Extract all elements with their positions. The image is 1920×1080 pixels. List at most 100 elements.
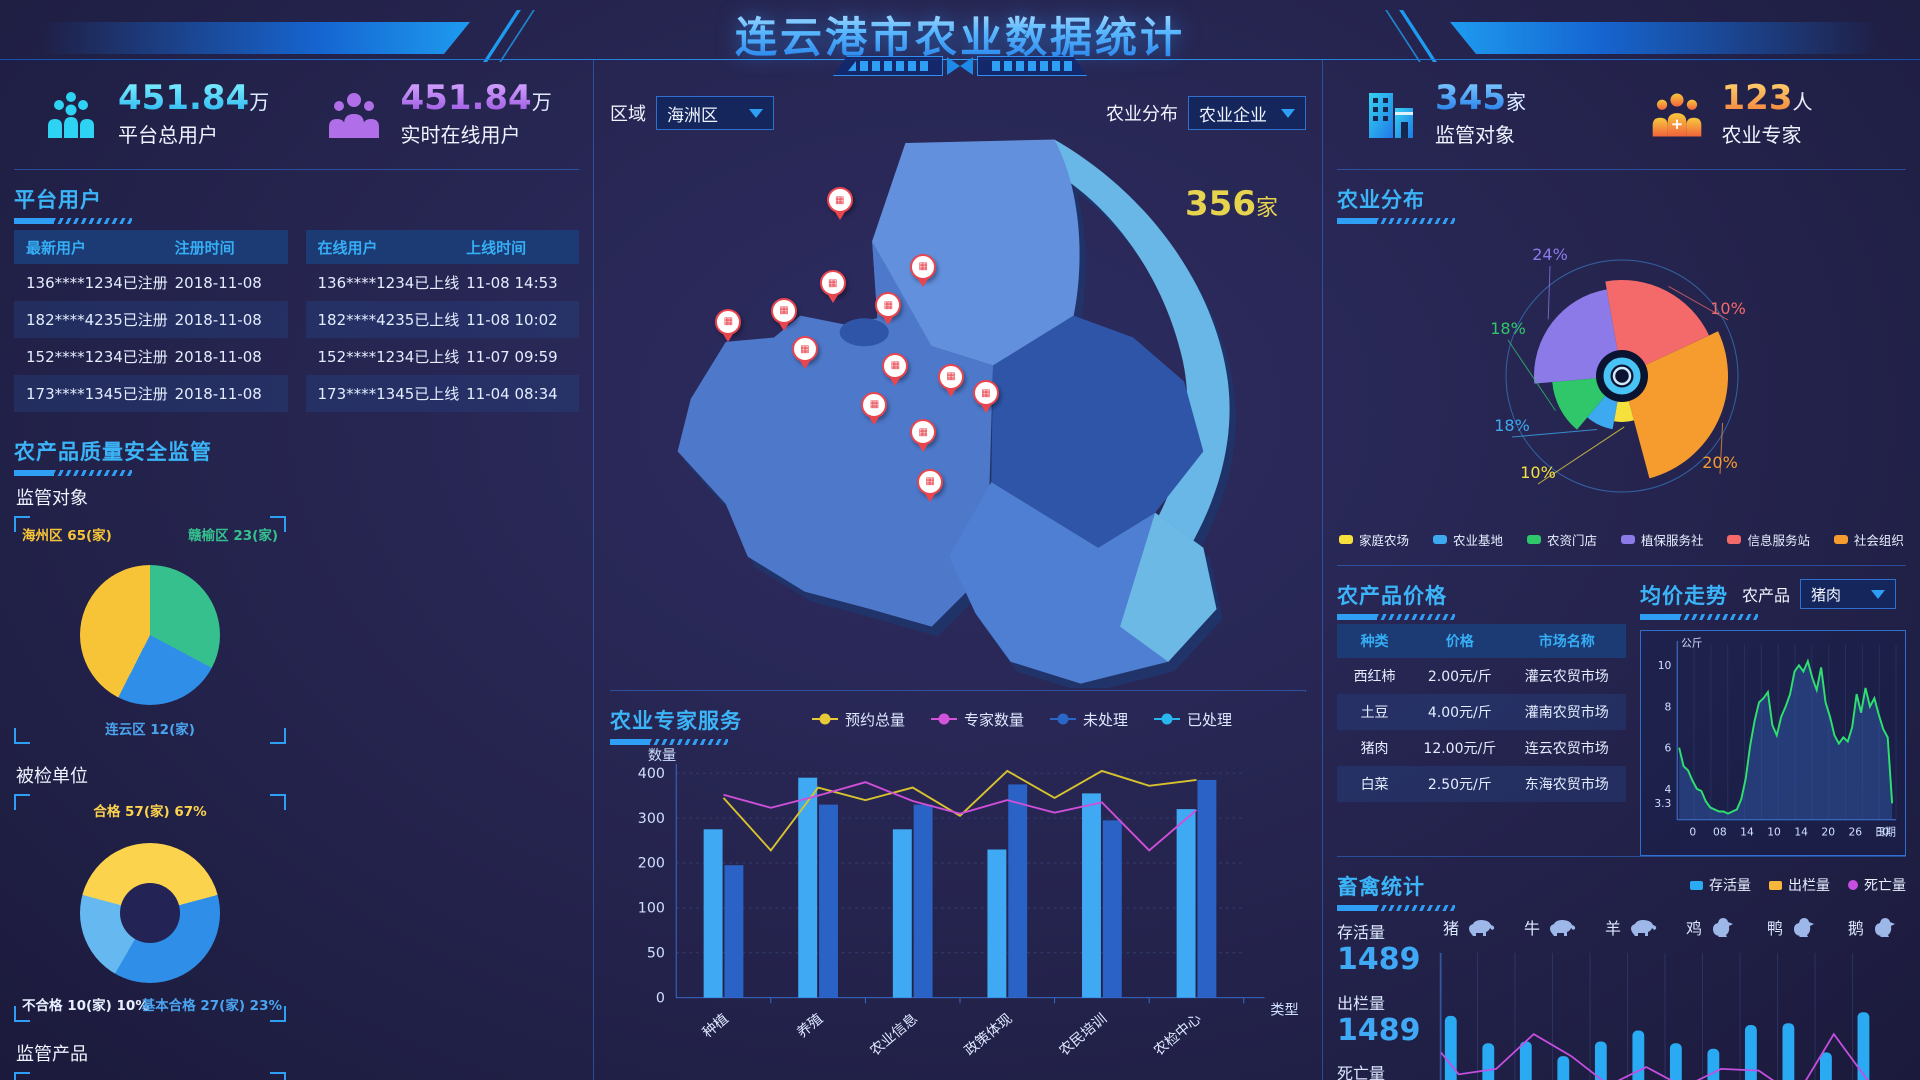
distribution-select[interactable]: 农业企业 [1188, 96, 1306, 130]
emblem-bar [1016, 61, 1024, 71]
section-title-platform-users: 平台用户 [14, 170, 132, 226]
product-label: 农产品 [1742, 586, 1791, 605]
chart-subtitle: 被检单位 [16, 766, 88, 787]
legend-item[interactable]: 农资门店 [1526, 530, 1597, 549]
corner-bracket [270, 794, 286, 810]
table-row: 152****1234已注册 2018-11-08 [26, 347, 262, 367]
legend-item[interactable]: 预约总量 [812, 709, 905, 730]
table-row: 182****4235已上线 11-08 10:02 [305, 301, 579, 338]
header-emblem [833, 56, 1087, 76]
mammal-icon [1630, 920, 1657, 936]
svg-text:4: 4 [1665, 783, 1672, 796]
distribution-filter: 农业分布 农业企业 [1106, 96, 1306, 130]
map-pin-icon[interactable]: ▦ [917, 468, 944, 495]
section-title-livestock: 畜禽统计 [1337, 857, 1455, 913]
animal-tab-鹅[interactable]: 鹅 [1848, 915, 1900, 939]
svg-text:农检中心: 农检中心 [1151, 1011, 1205, 1059]
table-row: 173****1345已注册 2018-11-08 [14, 375, 288, 412]
legend-item[interactable]: 存活量 [1690, 875, 1751, 895]
table-header: 价格 [1445, 634, 1474, 650]
right-column: 345家 监管对象 [1322, 60, 1920, 1080]
emblem-bar [1004, 61, 1012, 71]
stat-experts: 123人 农业专家 [1622, 81, 1907, 148]
animal-tab-牛[interactable]: 牛 [1524, 915, 1576, 939]
experts-icon [1652, 92, 1701, 137]
stat-label: 监管对象 [1435, 123, 1515, 147]
stat-unit: 万 [249, 90, 270, 114]
legend-item[interactable]: 植保服务社 [1620, 530, 1703, 549]
region-filter: 区域 海洲区 [610, 96, 774, 130]
legend-item[interactable]: 出栏量 [1769, 875, 1830, 895]
map-pin-icon[interactable]: ▦ [910, 253, 937, 280]
product-select[interactable]: 猪肉 [1800, 579, 1897, 609]
stat-value: 451.84 [400, 78, 532, 118]
pie-callout: 合格 57(家) 67% [93, 804, 207, 820]
map-pin-icon[interactable]: ▦ [875, 292, 902, 319]
emblem-bar [1064, 61, 1072, 71]
map-pin-icon[interactable]: ▦ [819, 270, 846, 297]
map-pin-icon[interactable]: ▦ [910, 419, 937, 446]
emblem-center [947, 57, 973, 75]
emblem-bar [896, 61, 904, 71]
emblem-bar [872, 61, 880, 71]
donut-chart [80, 842, 220, 983]
quality-chart: 被检单位 合格 57(家) 67% 不合格 10(家) 10% 基本合格 27(家) … [14, 758, 286, 1022]
legend-item[interactable]: 社会组织 [1833, 530, 1904, 549]
corner-bracket [270, 728, 286, 744]
pie-callout: 基本合格 27(家) 23% [141, 998, 282, 1014]
svg-text:3.3: 3.3 [1654, 797, 1671, 810]
map-pin-icon[interactable]: ▦ [715, 308, 742, 335]
platform-user-tables: 最新用户 注册时间 136****1234已注册 2018-11-08 182****4… [14, 230, 579, 412]
table-row: 152****1234已上线 11-07 09:59 [317, 347, 558, 367]
header-decor-left [40, 22, 470, 54]
map-pin-icon[interactable]: ▦ [771, 297, 797, 324]
emblem-bar [848, 61, 856, 71]
table-header: 上线时间 [466, 238, 527, 257]
emblem-wing-right [977, 56, 1087, 76]
corner-bracket [14, 1006, 30, 1022]
animal-tab-猪[interactable]: 猪 [1443, 915, 1495, 939]
map-pin-icon[interactable]: ▦ [791, 336, 818, 363]
map-pin-icon[interactable]: ▦ [882, 352, 909, 379]
stat-unit: 人 [1792, 90, 1813, 114]
map-pin-icon[interactable]: ▦ [861, 391, 888, 418]
header-slash [499, 10, 535, 62]
region-value: 海洲区 [667, 105, 718, 126]
svg-text:14: 14 [1794, 825, 1808, 838]
emblem-bar [992, 61, 1000, 71]
region-select[interactable]: 海洲区 [656, 96, 774, 130]
svg-text:10: 10 [1767, 825, 1781, 838]
livestock-chart-svg: 010203040506070809101112 [1439, 952, 1870, 1080]
header: 连云港市农业数据统计 [0, 0, 1920, 76]
legend-item[interactable]: 信息服务站 [1727, 530, 1810, 549]
legend-item[interactable]: 农业基地 [1432, 530, 1503, 549]
legend-item[interactable]: 家庭农场 [1339, 530, 1409, 549]
animal-tab-鸡[interactable]: 鸡 [1686, 915, 1738, 939]
legend-item[interactable]: 已处理 [1154, 709, 1232, 730]
stat-total-users: 451.84万 平台总用户 [14, 81, 297, 148]
table-header: 市场名称 [1538, 634, 1595, 650]
mammal-icon [1469, 920, 1495, 936]
animal-tab-鸭[interactable]: 鸭 [1767, 915, 1819, 939]
svg-text:10: 10 [1658, 659, 1672, 672]
legend-item[interactable]: 死亡量 [1848, 875, 1906, 895]
emblem-bar [920, 61, 928, 71]
svg-text:400: 400 [638, 766, 665, 782]
map-pin-icon[interactable]: ▦ [972, 380, 999, 407]
svg-text:18%: 18% [1494, 416, 1530, 435]
user-table: 最新用户 注册时间 136****1234已注册 2018-11-08 182****4… [14, 230, 288, 412]
svg-text:100: 100 [638, 901, 665, 917]
legend-item[interactable]: 未处理 [1050, 709, 1128, 730]
chart-subtitle: 监管对象 [16, 488, 88, 509]
stat-supervised: 345家 监管对象 [1337, 81, 1622, 148]
livestock-stat: 死亡量1456 [1337, 1064, 1386, 1080]
animal-tab-羊[interactable]: 羊 [1605, 915, 1657, 939]
map-pin-icon[interactable]: ▦ [826, 187, 853, 214]
users-icon [48, 91, 94, 138]
svg-text:0: 0 [656, 990, 665, 1006]
distribution-legend: 家庭农场 农业基地 农资门店 植保服务社 信息服务站 社会组织 [1339, 530, 1904, 549]
center-column: 区域 海洲区 农业分布 农业企业 [594, 60, 1322, 1080]
legend-item[interactable]: 专家数量 [931, 709, 1024, 730]
map-pin-icon[interactable]: ▦ [938, 363, 965, 390]
building-icon [1369, 92, 1413, 138]
